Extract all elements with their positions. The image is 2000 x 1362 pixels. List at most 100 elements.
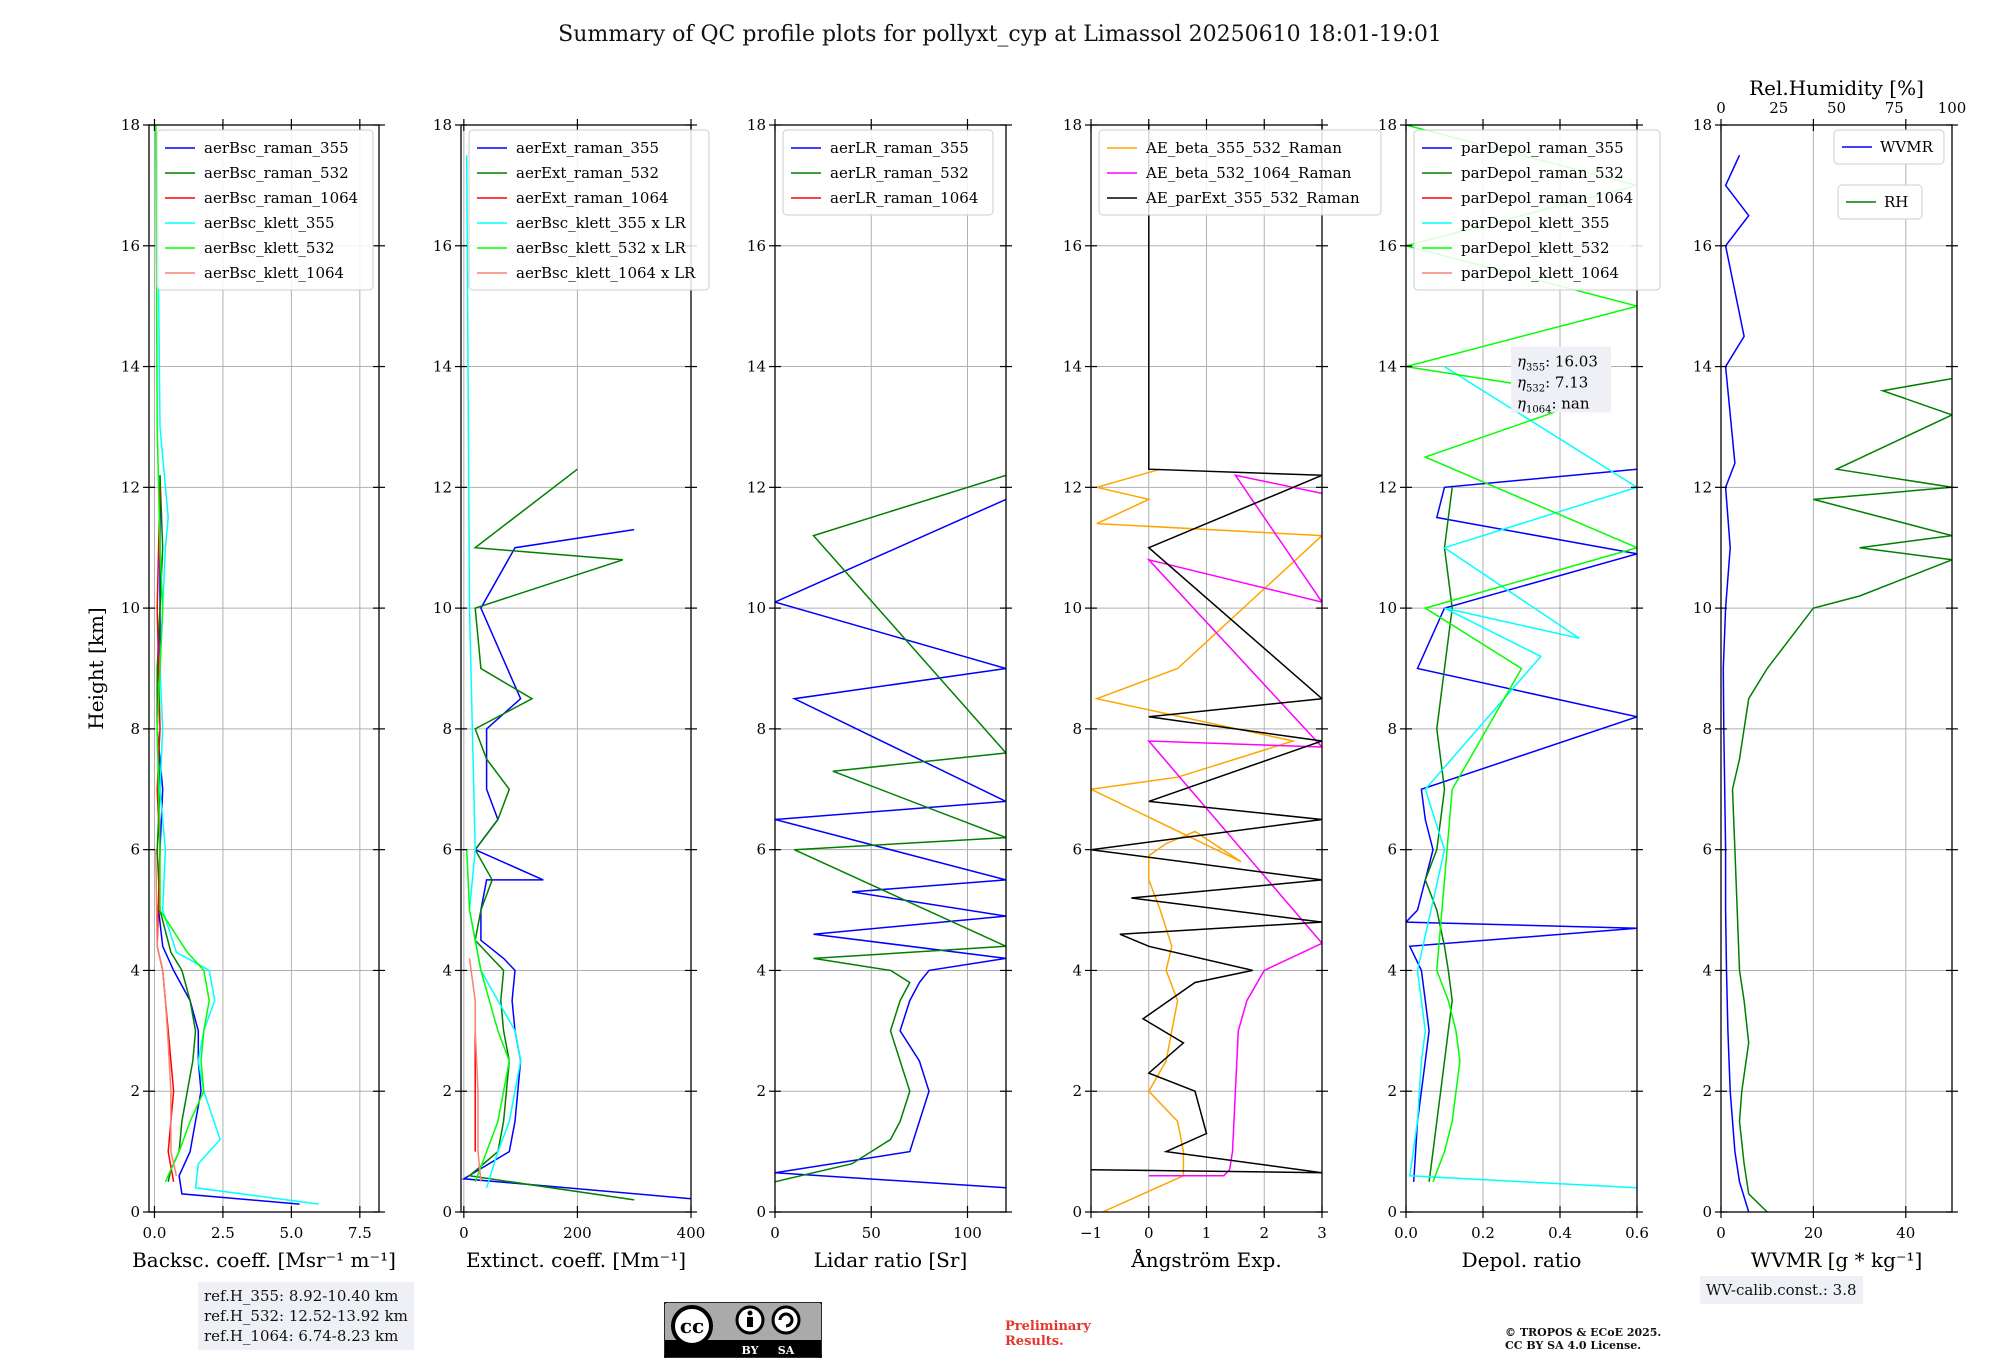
legend-label: parDepol_raman_532: [1461, 164, 1624, 182]
y-tick-label: 14: [1378, 358, 1397, 376]
y-tick-label: 6: [1387, 841, 1397, 859]
legend: aerBsc_raman_355 aerBsc_raman_532 aerBsc_r…: [156, 129, 374, 291]
x-tick-label: 0: [770, 1224, 780, 1242]
series-line-aerLR_raman_355: [775, 498, 1006, 1189]
legend-label: aerBsc_klett_532 x LR: [516, 239, 687, 257]
y-tick-label: 8: [1702, 720, 1712, 738]
eta-532-value: η532: 7.13: [1517, 373, 1588, 394]
x-axis-label: Extinct. coeff. [Mm⁻¹]: [466, 1248, 686, 1272]
panel-5: 0 2 4 6 8 10 12 14 16 18 0.0 0.2 0.4 0.6 Depol. ratio p…: [1378, 116, 1661, 1272]
y-tick-label: 8: [756, 720, 766, 738]
ref-height-532: ref.H_532: 12.52-13.92 km: [204, 1307, 408, 1325]
y-tick-label: 10: [433, 599, 452, 617]
x-tick-label: 0.4: [1548, 1224, 1572, 1242]
series-line-aerBsc_klett_532: [155, 125, 210, 1183]
legend-label: AE_beta_355_532_Raman: [1145, 139, 1342, 157]
y-tick-label: 12: [1693, 478, 1712, 496]
y-tick-label: 16: [121, 237, 140, 255]
x2-tick-label: 25: [1769, 99, 1788, 117]
legend-label: aerLR_raman_355: [830, 139, 969, 157]
x-tick-label: 0.0: [1394, 1224, 1418, 1242]
legend-label: parDepol_klett_532: [1461, 239, 1610, 257]
legend-label: aerBsc_raman_1064: [204, 189, 358, 207]
y-tick-label: 2: [756, 1082, 766, 1100]
y-tick-label: 14: [433, 358, 452, 376]
sa-label: SA: [778, 1344, 795, 1357]
x-tick-label: 0.0: [143, 1224, 167, 1242]
x-tick-label: 200: [563, 1224, 592, 1242]
series-line-aerLR_raman_532: [775, 474, 1006, 1183]
legend-label: aerBsc_klett_1064: [204, 264, 344, 282]
legend-label: aerExt_raman_532: [516, 164, 659, 182]
y-tick-label: 10: [747, 599, 766, 617]
series-line-aerBsc_raman_355: [156, 475, 300, 1205]
panel-frame: [1405, 124, 1638, 1213]
legend-label: parDepol_raman_355: [1461, 139, 1624, 157]
y-tick-label: 6: [442, 841, 452, 859]
y-tick-label: 2: [130, 1082, 140, 1100]
y-tick-label: 10: [1063, 599, 1082, 617]
figure-title: Summary of QC profile plots for pollyxt_…: [558, 22, 1442, 47]
legend-label: aerBsc_raman_532: [204, 164, 349, 182]
y-tick-label: 18: [747, 116, 766, 134]
x-tick-label: 0: [1716, 1224, 1726, 1242]
y-tick-label: 0: [130, 1203, 140, 1221]
legend-label: aerLR_raman_532: [830, 164, 969, 182]
legend-box: [468, 129, 710, 291]
y-tick-label: 14: [1063, 358, 1082, 376]
series-line-RH: [1731, 377, 1952, 1212]
series-line-AE_beta_355_532_Raman: [1091, 468, 1322, 1212]
legend: AE_beta_355_532_Raman AE_beta_532_1064_Ra…: [1098, 129, 1382, 216]
y-tick-label: 2: [1072, 1082, 1082, 1100]
legend-box: [1837, 184, 1923, 220]
y-tick-label: 18: [433, 116, 452, 134]
legend-label: parDepol_raman_1064: [1461, 189, 1633, 207]
series-line-AE_beta_532_1064_Raman: [1146, 474, 1322, 1177]
x-tick-label: 100: [953, 1224, 982, 1242]
x-tick-label: 40: [1896, 1224, 1915, 1242]
series-line-aerBsc_klett_1064: [155, 849, 178, 1176]
panel-1: 0 2 4 6 8 10 12 14 16 18 0.0 2.5 5.0 7.5 Backsc. coeff…: [121, 116, 396, 1272]
legend-label: AE_parExt_355_532_Raman: [1145, 189, 1360, 207]
series-line-WVMR: [1722, 154, 1750, 1212]
panel-3: 0 2 4 6 8 10 12 14 16 18 0 50 100 Lidar ratio [Sr] aer…: [747, 116, 1012, 1272]
series-line-aerBsc_klett_355: [156, 155, 319, 1205]
y-tick-label: 8: [442, 720, 452, 738]
y-tick-label: 6: [130, 841, 140, 859]
wv-calibration-box: WV-calib.const.: 3.8: [1700, 1276, 1863, 1304]
y-tick-label: 12: [747, 478, 766, 496]
x2-tick-label: 75: [1885, 99, 1904, 117]
series-line-aerExt_raman_532: [467, 468, 635, 1201]
y-tick-label: 18: [1063, 116, 1082, 134]
y-tick-label: 0: [1387, 1203, 1397, 1221]
series-group: [1091, 125, 1322, 1212]
x-tick-label: 1: [1202, 1224, 1212, 1242]
y-tick-label: 10: [121, 599, 140, 617]
series-line-parDepol_klett_355: [1408, 365, 1637, 1189]
legend-box: [1413, 129, 1661, 291]
y-tick-label: 2: [1387, 1082, 1397, 1100]
legend-box: [1833, 129, 1945, 165]
x2-tick-label: 50: [1827, 99, 1846, 117]
series-group: [1722, 154, 1952, 1212]
y-tick-label: 4: [130, 961, 140, 979]
y-tick-label: 4: [1072, 961, 1082, 979]
ref-height-355: ref.H_355: 8.92-10.40 km: [204, 1287, 399, 1305]
y-tick-label: 8: [1387, 720, 1397, 738]
panel-frame: [460, 124, 692, 1213]
y-tick-label: 0: [1072, 1203, 1082, 1221]
y-tick-label: 0: [442, 1203, 452, 1221]
x-tick-label: 400: [677, 1224, 706, 1242]
reference-heights-box: ref.H_355: 8.92-10.40 km ref.H_532: 12.5…: [198, 1282, 414, 1350]
x-tick-label: 0: [459, 1224, 469, 1242]
y-tick-label: 4: [1702, 961, 1712, 979]
panel-frame: [1720, 124, 1953, 1213]
legend: WVMR RH: [1833, 129, 1945, 220]
y-tick-label: 18: [121, 116, 140, 134]
y-tick-label: 6: [1072, 841, 1082, 859]
eta-355-value: η355: 16.03: [1517, 352, 1598, 373]
y-tick-label: 0: [1702, 1203, 1712, 1221]
legend-label: aerBsc_raman_355: [204, 139, 349, 157]
legend-label: aerBsc_klett_355: [204, 214, 335, 232]
